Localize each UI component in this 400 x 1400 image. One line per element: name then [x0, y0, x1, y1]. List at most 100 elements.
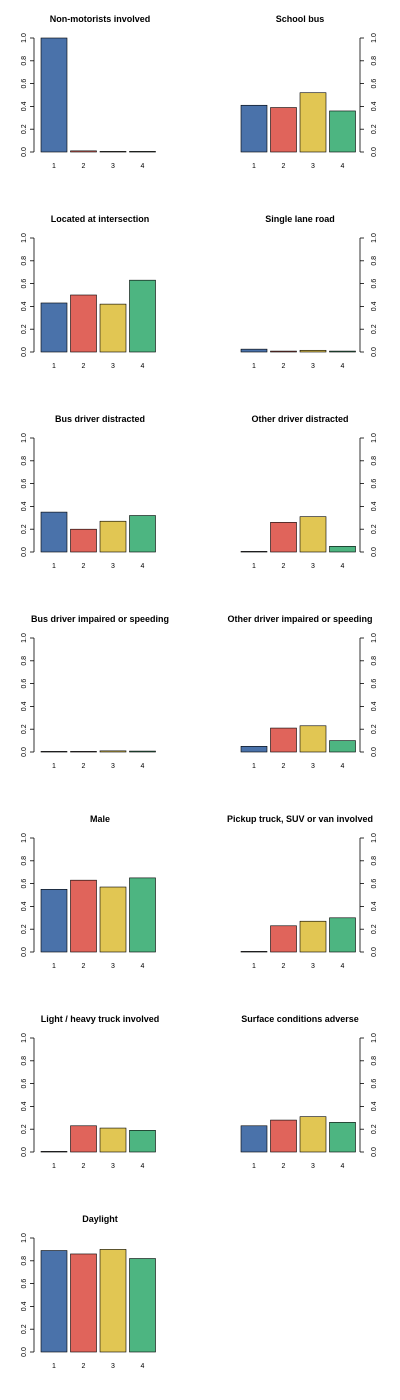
- x-tick-label: 1: [52, 963, 56, 970]
- x-tick-label: 2: [82, 963, 86, 970]
- x-tick-label: 1: [252, 163, 256, 170]
- bar-3: [99, 1127, 127, 1153]
- y-tick-label: 0.2: [371, 524, 378, 534]
- y-tick-label: 0.0: [21, 347, 28, 357]
- y-tick-label: 0.0: [371, 347, 378, 357]
- x-tick-label: 3: [311, 563, 315, 570]
- y-tick-label: 0.2: [21, 724, 28, 734]
- y-axis: 0.0 0.2 0.4 0.6 0.8 1.0: [359, 433, 378, 557]
- y-axis: 0.0 0.2 0.4 0.6 0.8 1.0: [21, 1233, 35, 1357]
- y-tick-label: 1.0: [371, 433, 378, 443]
- y-tick-label: 0.6: [371, 879, 378, 889]
- y-tick-label: 0.0: [21, 747, 28, 757]
- x-tick-label: 3: [311, 163, 315, 170]
- x-tick-label: 4: [141, 563, 145, 570]
- x-tick-label: 3: [111, 563, 115, 570]
- x-tick-label: 1: [252, 963, 256, 970]
- chart-title: Pickup truck, SUV or van involved: [227, 814, 373, 824]
- x-tick-label: 2: [282, 763, 286, 770]
- bar-3: [299, 1116, 327, 1153]
- chart-title: Light / heavy truck involved: [41, 1014, 160, 1024]
- y-axis: 0.0 0.2 0.4 0.6 0.8 1.0: [21, 233, 35, 357]
- bar-3: [299, 725, 327, 753]
- bar-2: [270, 1119, 297, 1153]
- y-axis: 0.0 0.2 0.4 0.6 0.8 1.0: [359, 633, 378, 757]
- x-tick-label: 3: [311, 963, 315, 970]
- bar-4: [129, 1258, 156, 1353]
- x-tick-label: 2: [82, 763, 86, 770]
- x-tick-label: 3: [111, 1163, 115, 1170]
- y-tick-label: 0.8: [371, 256, 378, 266]
- x-tick-label: 3: [111, 363, 115, 370]
- bar-1: [40, 511, 68, 553]
- x-tick-label: 2: [82, 1163, 86, 1170]
- x-tick-label: 2: [282, 563, 286, 570]
- y-tick-label: 0.0: [21, 547, 28, 557]
- bar-1: [240, 551, 268, 553]
- chart-panel-13: Daylight 1 2 3 4 0.0 0.2 0.4 0.6 0.8 1.0: [21, 1214, 156, 1370]
- y-tick-label: 0.6: [21, 279, 28, 289]
- y-axis: 0.0 0.2 0.4 0.6 0.8 1.0: [359, 1033, 378, 1157]
- x-tick-label: 4: [341, 163, 345, 170]
- y-tick-label: 0.0: [371, 1147, 378, 1157]
- y-tick-label: 1.0: [371, 633, 378, 643]
- y-tick-label: 1.0: [21, 833, 28, 843]
- y-axis: 0.0 0.2 0.4 0.6 0.8 1.0: [21, 833, 35, 957]
- bar-2: [70, 1253, 97, 1353]
- bar-1: [240, 348, 268, 353]
- x-tick-label: 2: [82, 163, 86, 170]
- bar-3: [99, 520, 127, 553]
- y-tick-label: 0.2: [371, 1124, 378, 1134]
- x-tick-label: 3: [311, 363, 315, 370]
- y-tick-label: 0.2: [21, 1124, 28, 1134]
- y-tick-label: 0.2: [21, 1324, 28, 1334]
- x-tick-label: 2: [82, 563, 86, 570]
- bar-2: [70, 879, 97, 953]
- y-tick-label: 1.0: [21, 1033, 28, 1043]
- bar-3: [99, 750, 127, 753]
- x-tick-label: 4: [141, 763, 145, 770]
- y-tick-label: 0.2: [371, 924, 378, 934]
- y-tick-label: 0.4: [21, 1301, 28, 1311]
- y-tick-label: 0.6: [371, 679, 378, 689]
- y-tick-label: 0.8: [21, 256, 28, 266]
- bar-1: [40, 1250, 68, 1353]
- y-tick-label: 0.6: [21, 1079, 28, 1089]
- y-tick-label: 1.0: [21, 33, 28, 43]
- y-tick-label: 0.4: [21, 101, 28, 111]
- bar-1: [40, 1151, 68, 1153]
- bar-4: [329, 1122, 356, 1153]
- chart-title: Bus driver distracted: [55, 414, 145, 424]
- bar-2: [70, 528, 97, 553]
- bar-4: [329, 740, 356, 753]
- y-axis: 0.0 0.2 0.4 0.6 0.8 1.0: [21, 633, 35, 757]
- x-tick-label: 3: [311, 1163, 315, 1170]
- bar-1: [240, 1125, 268, 1153]
- y-tick-label: 0.0: [371, 147, 378, 157]
- y-tick-label: 1.0: [371, 833, 378, 843]
- y-tick-label: 0.4: [371, 101, 378, 111]
- bar-4: [329, 350, 356, 353]
- bar-2: [270, 350, 297, 353]
- chart-title: Single lane road: [265, 214, 335, 224]
- y-tick-label: 0.0: [21, 947, 28, 957]
- bar-3: [99, 1249, 127, 1353]
- chart-panel-9: Male 1 2 3 4 0.0 0.2 0.4 0.6 0.8 1.0: [21, 814, 156, 970]
- y-tick-label: 0.4: [21, 301, 28, 311]
- y-tick-label: 0.6: [21, 1279, 28, 1289]
- chart-title: Surface conditions adverse: [241, 1014, 359, 1024]
- chart-panel-2: School bus 1 2 3 4 0.0 0.2 0.4 0.6 0.8 1.0: [240, 14, 378, 170]
- bar-1: [40, 888, 68, 953]
- y-tick-label: 0.0: [371, 947, 378, 957]
- x-tick-label: 1: [52, 363, 56, 370]
- x-tick-label: 1: [52, 1163, 56, 1170]
- y-axis: 0.0 0.2 0.4 0.6 0.8 1.0: [359, 233, 378, 357]
- x-tick-label: 4: [141, 1163, 145, 1170]
- bar-1: [240, 104, 268, 153]
- y-tick-label: 0.2: [371, 324, 378, 334]
- bar-3: [99, 303, 127, 353]
- bar-1: [40, 751, 68, 753]
